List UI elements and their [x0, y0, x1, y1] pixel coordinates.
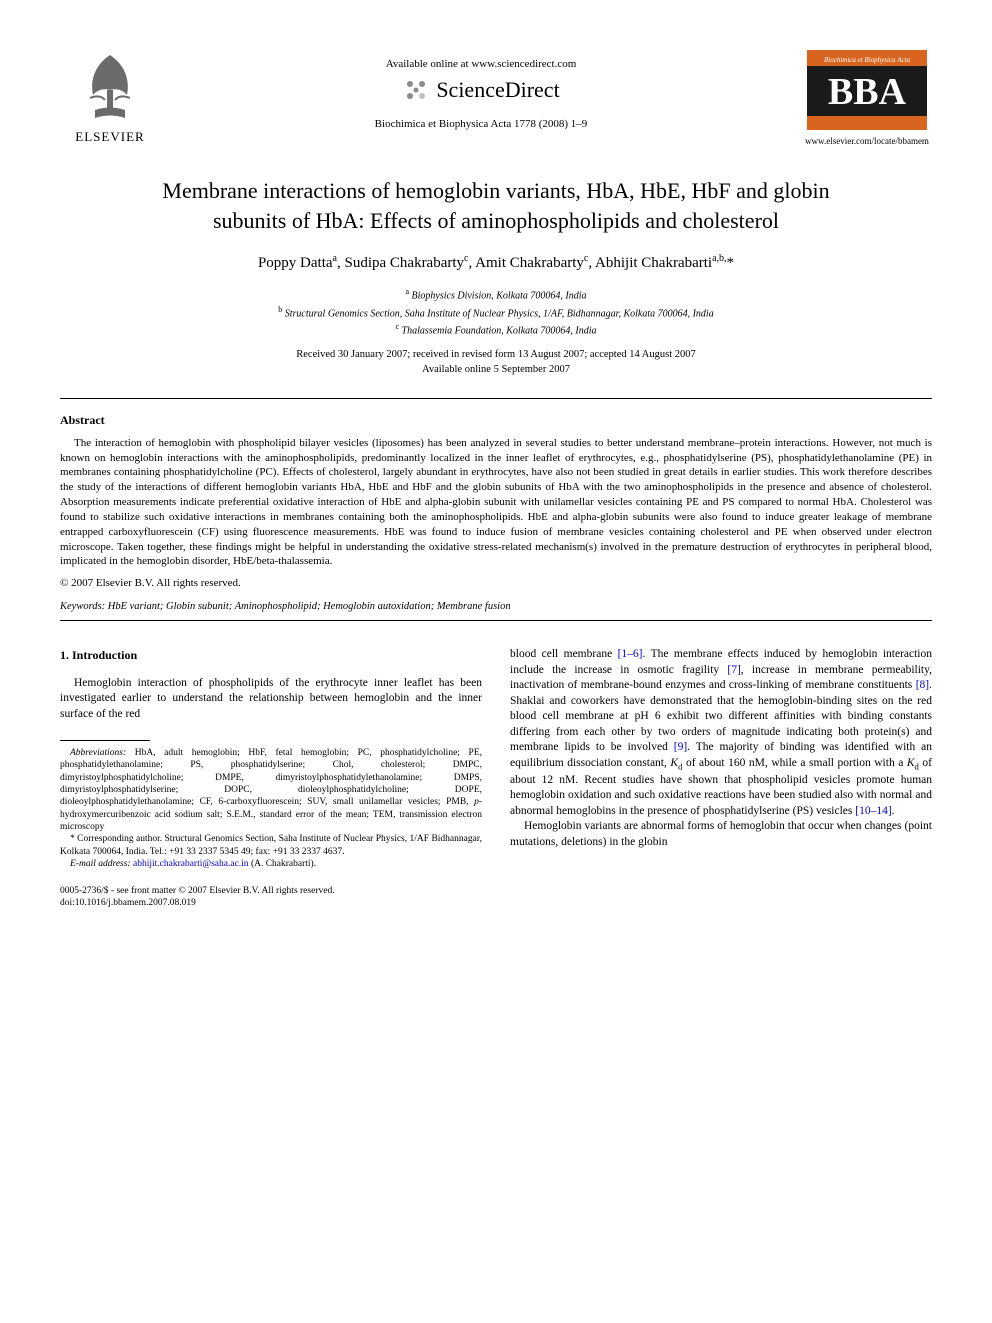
bba-url: www.elsevier.com/locate/bbamem	[805, 136, 929, 146]
header-center: Available online at www.sciencedirect.co…	[160, 50, 802, 130]
divider-top	[60, 398, 932, 399]
dates-line-2: Available online 5 September 2007	[422, 364, 570, 375]
email-footnote: E-mail address: abhijit.chakrabarti@saha…	[60, 858, 482, 870]
abstract-heading: Abstract	[60, 413, 932, 428]
footnotes-block: Abbreviations: HbA, adult hemoglobin; Hb…	[60, 747, 482, 870]
corresponding-author-footnote: * Corresponding author. Structural Genom…	[60, 833, 482, 858]
doi-block: 0005-2736/$ - see front matter © 2007 El…	[60, 885, 482, 910]
footnote-rule	[60, 740, 150, 741]
doi-line-1: 0005-2736/$ - see front matter © 2007 El…	[60, 886, 335, 896]
email-tail: (A. Chakrabarti).	[249, 859, 317, 869]
svg-text:Biochimica et Biophysica Acta: Biochimica et Biophysica Acta	[824, 56, 910, 64]
email-address[interactable]: abhijit.chakrabarti@saha.ac.in	[133, 859, 249, 869]
page-header: ELSEVIER Available online at www.science…	[60, 50, 932, 146]
abstract-text: The interaction of hemoglobin with phosp…	[60, 437, 932, 568]
abstract-copyright: © 2007 Elsevier B.V. All rights reserved…	[60, 577, 932, 589]
intro-col1-p1: Hemoglobin interaction of phospholipids …	[60, 676, 482, 723]
dates-line-1: Received 30 January 2007; received in re…	[296, 349, 696, 360]
affiliation-a: Biophysics Division, Kolkata 700064, Ind…	[412, 291, 587, 302]
keywords-label: Keywords:	[60, 601, 105, 612]
article-title: Membrane interactions of hemoglobin vari…	[60, 176, 932, 235]
body-columns: 1. Introduction Hemoglobin interaction o…	[60, 647, 932, 909]
authors-line: Poppy Dattaa, Sudipa Chakrabartyc, Amit …	[60, 253, 932, 272]
column-left: 1. Introduction Hemoglobin interaction o…	[60, 647, 482, 909]
abbrev-label: Abbreviations:	[70, 748, 126, 758]
svg-text:BBA: BBA	[828, 71, 907, 113]
intro-heading: 1. Introduction	[60, 647, 482, 663]
title-line-2: subunits of HbA: Effects of aminophospho…	[213, 208, 779, 233]
elsevier-label: ELSEVIER	[75, 129, 144, 145]
sciencedirect-text: ScienceDirect	[436, 77, 559, 103]
divider-bottom	[60, 620, 932, 621]
available-online-text: Available online at www.sciencedirect.co…	[386, 58, 577, 70]
sciencedirect-icon	[402, 76, 430, 104]
title-line-1: Membrane interactions of hemoglobin vari…	[162, 178, 829, 203]
bba-logo-block: Biochimica et Biophysica Acta BBA www.el…	[802, 50, 932, 146]
sciencedirect-logo: ScienceDirect	[402, 76, 559, 104]
abbreviations-footnote: Abbreviations: HbA, adult hemoglobin; Hb…	[60, 747, 482, 833]
article-dates: Received 30 January 2007; received in re…	[60, 348, 932, 377]
elsevier-tree-icon	[75, 50, 145, 125]
intro-col2-p2: Hemoglobin variants are abnormal forms o…	[510, 819, 932, 850]
affiliations: a Biophysics Division, Kolkata 700064, I…	[60, 286, 932, 338]
elsevier-logo-block: ELSEVIER	[60, 50, 160, 145]
bba-logo-icon: Biochimica et Biophysica Acta BBA	[807, 50, 927, 130]
keywords-line: Keywords: HbE variant; Globin subunit; A…	[60, 601, 932, 612]
email-label: E-mail address:	[70, 859, 131, 869]
affiliation-c: Thalassemia Foundation, Kolkata 700064, …	[402, 325, 597, 336]
intro-col2-p1: blood cell membrane [1–6]. The membrane …	[510, 647, 932, 819]
keywords-text: HbE variant; Globin subunit; Aminophosph…	[108, 601, 511, 612]
abstract-body: The interaction of hemoglobin with phosp…	[60, 436, 932, 570]
doi-line-2: doi:10.1016/j.bbamem.2007.08.019	[60, 898, 196, 908]
column-right: blood cell membrane [1–6]. The membrane …	[510, 647, 932, 909]
affiliation-b: Structural Genomics Section, Saha Instit…	[285, 308, 714, 319]
abbrev-body: HbA, adult hemoglobin; HbF, fetal hemogl…	[60, 748, 482, 832]
journal-reference: Biochimica et Biophysica Acta 1778 (2008…	[375, 118, 588, 130]
